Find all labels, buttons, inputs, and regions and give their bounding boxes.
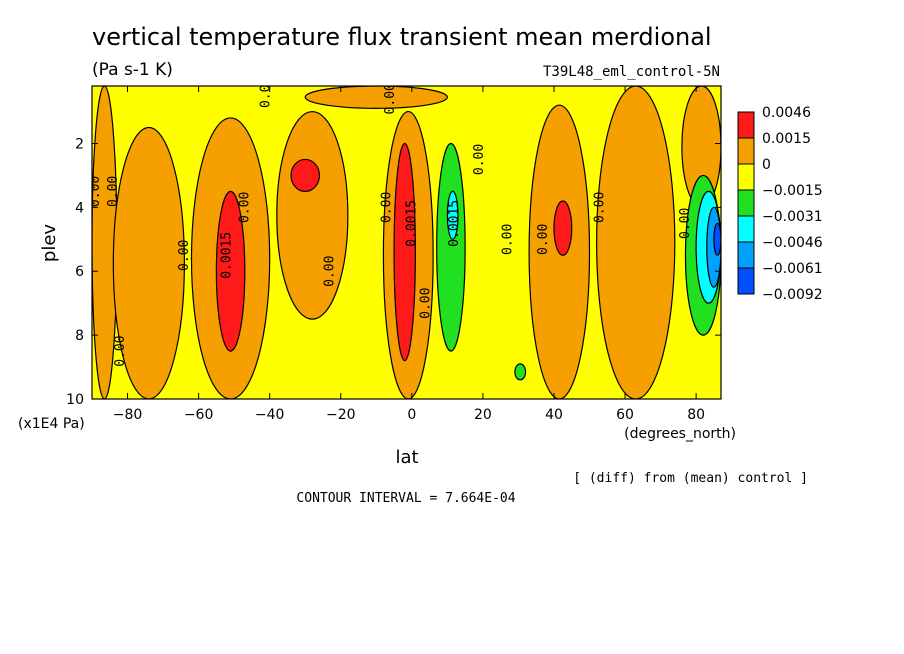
legend-level-5: −0.0046 bbox=[762, 235, 823, 251]
y-tick-label-3: 8 bbox=[75, 328, 84, 344]
legend-level-6: −0.0061 bbox=[762, 261, 823, 277]
run-label: T39L48_eml_control-5N bbox=[543, 64, 720, 80]
max-core-12 bbox=[553, 200, 573, 256]
y-tick-label-1: 4 bbox=[75, 200, 84, 216]
legend-level-7: −0.0092 bbox=[762, 287, 823, 303]
contour-label-17: 0.00 bbox=[113, 335, 128, 366]
chart-title: vertical temperature flux transient mean… bbox=[92, 23, 712, 51]
colorbar-legend: 0.0046 0.0015 0 −0.0015 −0.0031 −0.0046 −0.006… bbox=[737, 105, 823, 303]
max-core-9 bbox=[215, 190, 246, 352]
contour-label-0: 0.00 bbox=[88, 176, 103, 207]
legend-swatch-6 bbox=[737, 267, 755, 295]
y-unit-label: (x1E4 Pa) bbox=[18, 416, 85, 432]
contour-label-13: 0.00 bbox=[500, 224, 515, 255]
contour-label-8: 0.00 bbox=[383, 83, 398, 114]
max-core-10 bbox=[290, 158, 321, 192]
x-tick-label-2: −40 bbox=[255, 407, 285, 423]
x-unit-label: (degrees_north) bbox=[624, 426, 736, 442]
contour-label-5: 0.00 bbox=[259, 77, 274, 108]
chart-units: (Pa s-1 K) bbox=[92, 60, 173, 80]
legend-level-0: 0.0046 bbox=[762, 105, 811, 121]
y-tick-label-2: 6 bbox=[75, 264, 84, 280]
footnote: [ (diff) from (mean) control ] bbox=[573, 471, 808, 486]
contour-label-1: 0.00 bbox=[106, 176, 121, 207]
y-tick-label-0: 2 bbox=[75, 136, 84, 152]
x-tick-label-3: −20 bbox=[326, 407, 356, 423]
x-tick-label-5: 20 bbox=[474, 407, 492, 423]
legend-level-3: −0.0015 bbox=[762, 183, 823, 199]
pos-band-3 bbox=[276, 110, 349, 320]
legend-level-1: 0.0015 bbox=[762, 131, 811, 147]
contour-label-7: 0.00 bbox=[380, 192, 395, 223]
neg-core-14 bbox=[514, 363, 527, 381]
legend-swatch-2 bbox=[737, 163, 755, 191]
filled-contours bbox=[92, 86, 721, 399]
neg-core-13 bbox=[436, 142, 466, 352]
contour-labels: 0.00 0.000.00 0.00150.000.000.000.000.000.… bbox=[88, 77, 693, 367]
legend-level-2: 0 bbox=[762, 157, 771, 173]
x-tick-label-1: −60 bbox=[184, 407, 214, 423]
plot-area: 0.00 0.000.00 0.00150.000.000.000.000.000.… bbox=[88, 77, 721, 399]
legend-swatch-1 bbox=[737, 137, 755, 165]
contour-interval: CONTOUR INTERVAL = 7.664E-04 bbox=[296, 491, 515, 506]
contour-label-14: 0.00 bbox=[536, 224, 551, 255]
contour-label-6: 0.00 bbox=[323, 256, 338, 287]
x-tick-label-4: 0 bbox=[407, 407, 416, 423]
contour-label-16: 0.00 bbox=[678, 208, 693, 239]
legend-swatch-3 bbox=[737, 189, 755, 217]
contour-label-11: 0.0015 bbox=[447, 200, 462, 247]
x-tick-label-0: −80 bbox=[113, 407, 143, 423]
legend-swatch-0 bbox=[737, 111, 755, 139]
contour-label-2: 0.00 bbox=[177, 240, 192, 271]
y-axis: 2 4 6 8 10 bbox=[66, 136, 721, 408]
contour-label-10: 0.00 bbox=[419, 288, 434, 319]
x-axis-title: lat bbox=[395, 447, 418, 468]
neg-core-19 bbox=[713, 222, 721, 256]
legend-swatch-5 bbox=[737, 241, 755, 269]
contour-label-12: 0.00 bbox=[472, 144, 487, 175]
contour-label-4: 0.00 bbox=[237, 192, 252, 223]
x-tick-label-8: 80 bbox=[687, 407, 705, 423]
plot-frame bbox=[91, 85, 722, 400]
legend-level-4: −0.0031 bbox=[762, 209, 823, 225]
contour-label-9: 0.0015 bbox=[404, 200, 419, 247]
x-tick-label-7: 60 bbox=[616, 407, 634, 423]
x-tick-label-6: 40 bbox=[545, 407, 563, 423]
contour-label-3: 0.0015 bbox=[220, 232, 235, 279]
x-axis: −80 −60 −40 −20 0 20 40 60 80 bbox=[113, 86, 705, 423]
pos-band-6 bbox=[596, 86, 676, 399]
y-tick-label-4: 10 bbox=[66, 392, 84, 408]
max-core-11 bbox=[393, 142, 416, 362]
legend-swatch-4 bbox=[737, 215, 755, 243]
contour-label-15: 0.00 bbox=[593, 192, 608, 223]
y-axis-title: plev bbox=[39, 224, 60, 263]
neg-core-16 bbox=[446, 190, 459, 240]
pos-band-8 bbox=[304, 86, 448, 109]
